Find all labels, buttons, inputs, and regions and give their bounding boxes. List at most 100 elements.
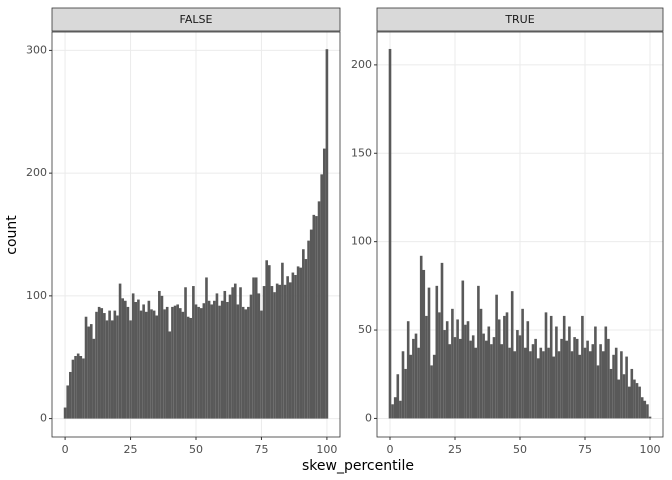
bar (66, 385, 70, 419)
bar (430, 365, 433, 419)
bar (570, 351, 574, 419)
bar (586, 340, 589, 419)
bar (150, 309, 153, 419)
bar (186, 316, 190, 419)
bar (643, 400, 647, 419)
y-tick-label: 100 (351, 235, 372, 248)
bar (325, 49, 329, 419)
bar (536, 358, 540, 419)
bar (178, 308, 182, 419)
bar (155, 315, 159, 419)
bar (218, 305, 221, 419)
bar (192, 286, 195, 419)
strip-label: FALSE (180, 13, 213, 26)
bar (147, 300, 151, 419)
bar (622, 374, 626, 419)
bar (435, 285, 439, 419)
bar (422, 269, 426, 419)
bar (244, 309, 248, 419)
bar (220, 300, 224, 419)
bar (578, 354, 582, 419)
bar (134, 302, 138, 419)
bar (307, 240, 310, 419)
bar (63, 407, 67, 419)
strip (51, 7, 341, 32)
bar (393, 397, 397, 419)
bar (202, 303, 206, 419)
bar (302, 249, 305, 419)
bar (126, 306, 130, 419)
bar (497, 319, 501, 419)
bar (521, 308, 524, 419)
bar (181, 311, 185, 419)
bar (646, 404, 649, 419)
bar (184, 287, 187, 419)
bar (213, 300, 216, 419)
bar (142, 304, 145, 419)
bar (492, 337, 496, 419)
bar (131, 293, 135, 419)
bar (116, 315, 119, 419)
bar (453, 337, 457, 419)
bar (317, 201, 321, 419)
bar (596, 365, 600, 419)
bar (612, 354, 615, 419)
bar (560, 338, 563, 419)
strip (376, 7, 664, 32)
bar (228, 294, 232, 419)
x-tick-label: 25 (448, 443, 462, 456)
bar (129, 320, 132, 419)
bar (417, 347, 420, 419)
bar (445, 321, 449, 419)
bar (617, 379, 621, 419)
y-tick-label: 200 (351, 58, 372, 71)
bar (71, 359, 75, 419)
bar (197, 306, 200, 419)
bar (252, 277, 255, 419)
bar (108, 310, 111, 419)
bar (207, 300, 211, 419)
bar (599, 344, 602, 419)
bar (69, 371, 72, 419)
bar (262, 286, 266, 419)
bar (482, 333, 485, 419)
bar (171, 306, 174, 419)
bar (638, 386, 641, 419)
x-axis-title: skew_percentile (302, 458, 414, 474)
x-tick-label: 0 (387, 443, 394, 456)
bar (241, 306, 245, 419)
bar (265, 260, 268, 419)
bar (503, 315, 506, 419)
bar (471, 335, 475, 419)
bar (583, 347, 587, 419)
x-tick-label: 25 (124, 443, 138, 456)
y-tick-label: 50 (358, 323, 372, 336)
bar (479, 308, 483, 419)
bar (92, 338, 96, 419)
bar (469, 340, 472, 419)
x-tick-label: 50 (513, 443, 527, 456)
bar (247, 306, 250, 419)
bar (124, 300, 127, 419)
bar (396, 374, 400, 419)
bar (144, 311, 148, 419)
bar (391, 404, 394, 419)
bar (401, 351, 405, 419)
bar (406, 321, 410, 419)
bar (510, 291, 514, 419)
bar (268, 265, 271, 419)
bar (257, 293, 261, 419)
bar (614, 347, 618, 419)
bar (414, 333, 418, 419)
bar (233, 283, 237, 419)
bar (568, 326, 571, 419)
bar (194, 304, 198, 419)
x-tick-label: 75 (578, 443, 592, 456)
bar (152, 310, 156, 419)
bar (547, 347, 550, 419)
bar (425, 315, 428, 419)
bar (291, 272, 295, 419)
bar (581, 315, 584, 419)
bar (604, 326, 608, 419)
bar (309, 229, 313, 419)
